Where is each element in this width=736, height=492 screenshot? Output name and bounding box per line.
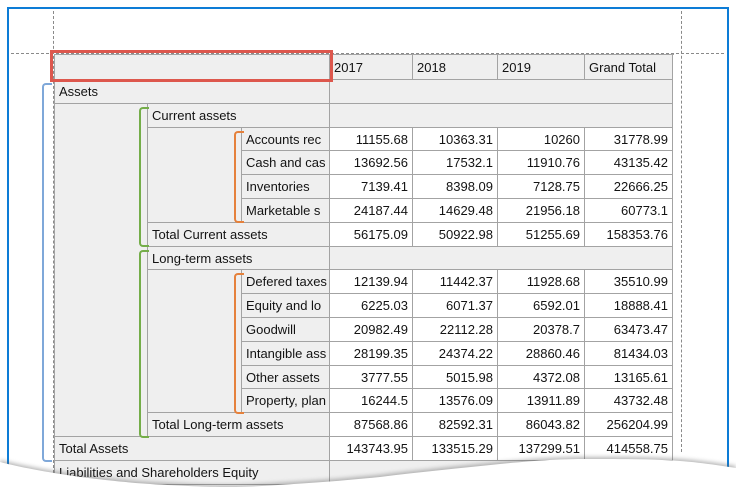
row-label-cell[interactable]: Assets (55, 80, 330, 104)
grouping-bracket-current-items (234, 131, 244, 223)
value-cell[interactable]: 28860.46 (498, 342, 585, 366)
margin-guide-left (53, 11, 54, 478)
value-cell[interactable]: 143743.95 (330, 437, 413, 461)
group-value-band[interactable] (330, 80, 673, 104)
row-label-cell[interactable]: Long-term assets (148, 247, 330, 270)
column-header[interactable]: 2018 (413, 55, 498, 80)
value-cell[interactable]: 22112.28 (413, 318, 498, 342)
value-cell[interactable]: 28199.35 (330, 342, 413, 366)
value-cell[interactable]: 31778.99 (585, 128, 673, 151)
row-label-cell[interactable]: Accounts rec (242, 128, 330, 151)
value-cell[interactable]: 86043.82 (498, 413, 585, 437)
value-cell[interactable]: 51255.69 (498, 223, 585, 247)
value-cell[interactable]: 13911.89 (498, 389, 585, 413)
value-cell[interactable]: 81434.03 (585, 342, 673, 366)
value-cell[interactable]: 256204.99 (585, 413, 673, 437)
value-cell[interactable]: 414558.75 (585, 437, 673, 461)
value-cell[interactable]: 10363.31 (413, 128, 498, 151)
value-cell[interactable]: 21956.18 (498, 199, 585, 223)
grouping-bracket-longterm-assets (139, 250, 149, 438)
value-cell[interactable]: 35510.99 (585, 270, 673, 294)
value-cell[interactable]: 6071.37 (413, 294, 498, 318)
selected-cell-border (50, 50, 333, 82)
row-area-level2-merged-cell[interactable] (148, 270, 242, 413)
group-value-band[interactable] (330, 247, 673, 270)
value-cell[interactable]: 56175.09 (330, 223, 413, 247)
value-cell[interactable]: 20982.49 (330, 318, 413, 342)
pivot-table-frame (54, 54, 674, 483)
row-label-cell[interactable]: Defered taxes (242, 270, 330, 294)
value-cell[interactable]: 14629.48 (413, 199, 498, 223)
value-cell[interactable]: 5015.98 (413, 366, 498, 389)
value-cell[interactable]: 8398.09 (413, 175, 498, 199)
value-cell[interactable]: 43135.42 (585, 151, 673, 175)
value-cell[interactable]: 17532.1 (413, 151, 498, 175)
value-cell[interactable]: 20378.7 (498, 318, 585, 342)
value-cell[interactable]: 87568.86 (330, 413, 413, 437)
column-header[interactable]: 2017 (330, 55, 413, 80)
value-cell[interactable]: 7139.41 (330, 175, 413, 199)
value-cell[interactable]: 4372.08 (498, 366, 585, 389)
value-cell[interactable]: 10260 (498, 128, 585, 151)
value-cell[interactable]: 13165.61 (585, 366, 673, 389)
value-cell[interactable]: 158353.76 (585, 223, 673, 247)
value-cell[interactable]: 18888.41 (585, 294, 673, 318)
value-cell[interactable]: 137299.51 (498, 437, 585, 461)
value-cell[interactable]: 82592.31 (413, 413, 498, 437)
value-cell[interactable]: 13576.09 (413, 389, 498, 413)
value-cell[interactable]: 43732.48 (585, 389, 673, 413)
row-area-level2-merged-cell[interactable] (148, 128, 242, 223)
row-label-cell[interactable]: Total Current assets (148, 223, 330, 247)
row-label-cell[interactable]: Current assets (148, 104, 330, 128)
grouping-bracket-longterm-items (234, 273, 244, 414)
value-cell[interactable]: 12139.94 (330, 270, 413, 294)
value-cell[interactable]: 11928.68 (498, 270, 585, 294)
value-cell[interactable]: 13692.56 (330, 151, 413, 175)
row-label-cell[interactable]: Other assets (242, 366, 330, 389)
row-label-cell[interactable]: Inventories (242, 175, 330, 199)
value-cell[interactable]: 22666.25 (585, 175, 673, 199)
value-cell[interactable]: 6225.03 (330, 294, 413, 318)
value-cell[interactable]: 3777.55 (330, 366, 413, 389)
value-cell[interactable]: 133515.29 (413, 437, 498, 461)
row-area-level1-merged-cell[interactable] (55, 104, 148, 437)
row-label-cell[interactable]: Property, plan (242, 389, 330, 413)
row-label-cell[interactable]: Total Assets (55, 437, 330, 461)
grouping-bracket-current-assets (139, 107, 149, 247)
row-label-cell[interactable]: Intangible ass (242, 342, 330, 366)
value-cell[interactable]: 63473.47 (585, 318, 673, 342)
value-cell[interactable]: 11442.37 (413, 270, 498, 294)
group-value-band[interactable] (330, 104, 673, 128)
row-label-cell[interactable]: Marketable s (242, 199, 330, 223)
value-cell[interactable]: 16244.5 (330, 389, 413, 413)
value-cell[interactable]: 60773.1 (585, 199, 673, 223)
value-cell[interactable]: 50922.98 (413, 223, 498, 247)
value-cell[interactable]: 24187.44 (330, 199, 413, 223)
margin-guide-right (681, 11, 682, 452)
row-label-cell[interactable]: Cash and cas (242, 151, 330, 175)
margin-guide-top (11, 53, 724, 54)
value-cell[interactable]: 11910.76 (498, 151, 585, 175)
grouping-bracket-assets (42, 83, 52, 462)
row-label-cell[interactable]: Goodwill (242, 318, 330, 342)
value-cell[interactable]: 6592.01 (498, 294, 585, 318)
row-label-cell[interactable]: Total Long-term assets (148, 413, 330, 437)
value-cell[interactable]: 24374.22 (413, 342, 498, 366)
value-cell[interactable]: 7128.75 (498, 175, 585, 199)
value-cell[interactable]: 11155.68 (330, 128, 413, 151)
column-header[interactable]: 2019 (498, 55, 585, 80)
row-label-cell[interactable]: Equity and lo (242, 294, 330, 318)
column-header[interactable]: Grand Total (585, 55, 673, 80)
torn-edge-wave (0, 459, 736, 492)
